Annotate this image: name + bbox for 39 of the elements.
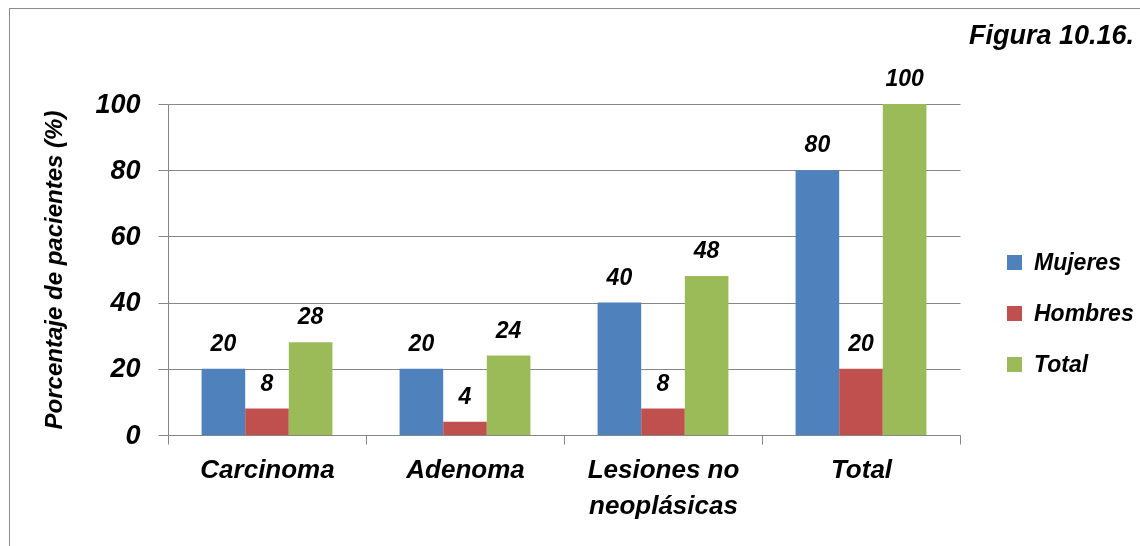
bar — [201, 368, 246, 435]
bar — [288, 342, 333, 435]
x-tick-label: Lesiones no neoplásicas — [587, 453, 740, 520]
data-label: 80 — [804, 131, 831, 158]
bar — [684, 276, 729, 435]
data-label: 4 — [457, 382, 472, 409]
legend-label: Hombres — [1034, 299, 1134, 326]
data-label: 24 — [494, 316, 522, 343]
data-label: 8 — [260, 369, 274, 396]
data-label: 100 — [885, 65, 925, 91]
data-label: 20 — [847, 329, 874, 356]
bar — [882, 104, 927, 435]
data-label: 48 — [692, 237, 720, 264]
bar — [486, 355, 531, 435]
legend-label: Total — [1034, 350, 1089, 377]
data-label: 20 — [209, 329, 237, 356]
x-tick-label: Adenoma — [405, 453, 525, 484]
x-tick-label: Total — [830, 453, 893, 484]
bar — [245, 408, 289, 435]
bar — [641, 408, 685, 435]
y-tick-label: 0 — [125, 419, 141, 450]
y-tick-label: 40 — [109, 287, 141, 318]
data-label: 40 — [605, 263, 633, 290]
y-axis-title: Porcentaje de pacientes (%) — [40, 110, 68, 430]
x-tick-label: Carcinoma — [200, 453, 335, 484]
y-tick-label: 100 — [95, 88, 141, 119]
y-tick-label: 80 — [110, 154, 141, 185]
y-tick-label: 60 — [110, 220, 141, 251]
bar — [443, 421, 487, 435]
data-label: 28 — [296, 303, 324, 330]
bar — [795, 170, 840, 435]
y-tick-label: 20 — [109, 353, 141, 384]
data-label: 20 — [407, 329, 435, 356]
bar — [597, 302, 642, 435]
bar — [839, 368, 883, 435]
bar — [399, 368, 444, 435]
legend-label: Mujeres — [1034, 248, 1121, 275]
text: Figura 10.16. — [968, 20, 1134, 50]
data-label: 8 — [656, 369, 670, 396]
